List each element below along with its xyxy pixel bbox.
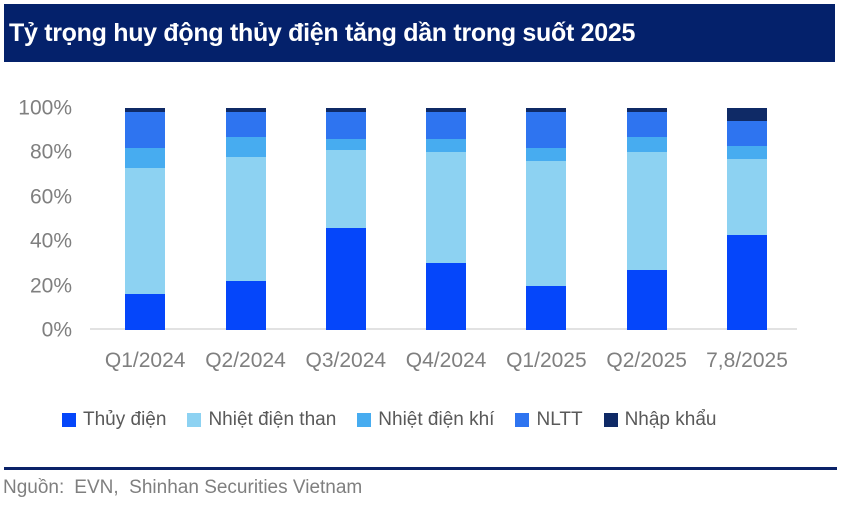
bar-segment	[426, 152, 467, 264]
footer-divider	[4, 467, 837, 470]
y-axis-tick-label: 60%	[29, 185, 72, 209]
source-label: Nguồn:	[3, 477, 65, 498]
y-axis-tick-label: 20%	[29, 274, 72, 298]
bar-segment	[727, 121, 767, 146]
y-axis-tick-label: 80%	[29, 140, 72, 164]
legend-swatch-icon	[357, 413, 372, 427]
bar-segment	[426, 139, 467, 153]
y-axis-tick-label: 40%	[29, 229, 72, 253]
bar-segment	[727, 234, 767, 330]
bar-segment	[626, 270, 667, 330]
bar-segment	[526, 112, 567, 148]
legend-item: Nhiệt điện khí	[357, 409, 494, 431]
legend-item: NLTT	[515, 409, 583, 431]
x-axis-tick-label: Q3/2024	[305, 349, 387, 372]
legend-label: Nhập khẩu	[624, 409, 717, 430]
bar-segment	[426, 112, 467, 140]
bar-segment	[325, 112, 366, 140]
x-axis-tick-label: Q2/2025	[606, 349, 687, 372]
stacked-bar-q1-2025	[526, 108, 567, 330]
stacked-bar-7-8-2025	[727, 108, 767, 330]
bar-segment	[225, 156, 266, 282]
bar-segment	[526, 147, 567, 162]
bar-segment	[225, 136, 266, 157]
bar-segment	[325, 108, 366, 113]
bar-segment	[727, 159, 767, 235]
stacked-bar-q2-2024	[225, 108, 266, 330]
bar-segment	[325, 227, 366, 330]
legend-item: Thủy điện	[62, 409, 166, 431]
chart-title: Tỷ trọng huy động thủy điện tăng dần tro…	[9, 18, 636, 47]
stacked-bar-q1-2024	[125, 108, 166, 330]
bar-segment	[526, 285, 567, 330]
x-axis-tick-label: Q1/2024	[104, 349, 186, 372]
bar-segment	[626, 112, 667, 137]
y-axis-tick-label: 100%	[18, 96, 72, 120]
legend-swatch-icon	[515, 413, 530, 427]
legend-label: Nhiệt điện khí	[378, 409, 495, 430]
bar-segment	[325, 150, 366, 228]
bar-segment	[125, 167, 166, 295]
legend-label: NLTT	[536, 409, 583, 430]
bar-segment	[125, 112, 166, 148]
legend-item: Nhiệt điện than	[187, 409, 336, 431]
bar-segment	[526, 108, 567, 113]
bar-segment	[426, 108, 467, 113]
legend-item: Nhập khẩu	[603, 409, 717, 431]
bar-segment	[325, 139, 366, 151]
x-axis-tick-label: Q4/2024	[405, 349, 487, 372]
x-axis-tick-label: 7,8/2025	[706, 349, 788, 372]
legend-swatch-icon	[187, 413, 202, 427]
legend-label: Nhiệt điện than	[208, 409, 337, 430]
bar-segment	[626, 108, 667, 113]
bar-segment	[727, 145, 767, 160]
source-text: EVN, Shinhan Securities Vietnam	[74, 477, 363, 498]
x-axis-tick-label: Q1/2025	[506, 349, 587, 372]
bar-segment	[225, 108, 266, 113]
chart-title-bar: Tỷ trọng huy động thủy điện tăng dần tro…	[4, 4, 835, 62]
source-line: Nguồn: EVN, Shinhan Securities Vietnam	[3, 477, 362, 499]
bar-segment	[225, 112, 266, 137]
bar-segment	[125, 147, 166, 168]
x-axis-tick-label: Q2/2024	[205, 349, 286, 372]
y-axis-tick-label: 0%	[41, 318, 72, 342]
bar-segment	[225, 281, 266, 330]
legend: Thủy điện Nhiệt điện than Nhiệt điện khí NL…	[62, 409, 716, 431]
legend-swatch-icon	[62, 413, 76, 427]
bar-segment	[426, 263, 467, 330]
bar-segment	[727, 108, 767, 122]
legend-swatch-icon	[603, 413, 618, 427]
bar-segment	[125, 108, 166, 113]
bar-segment	[526, 161, 567, 286]
stacked-bar-q3-2024	[325, 108, 366, 330]
stacked-bar-q4-2024	[426, 108, 467, 330]
bar-segment	[626, 152, 667, 271]
stacked-bar-q2-2025	[626, 108, 667, 330]
bar-segment	[125, 294, 166, 330]
legend-label: Thủy điện	[83, 409, 167, 430]
bar-segment	[626, 136, 667, 153]
